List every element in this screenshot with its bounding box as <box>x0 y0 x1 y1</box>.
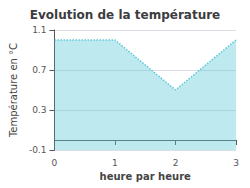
svg-text:heure par heure: heure par heure <box>100 171 191 182</box>
svg-text:0.7: 0.7 <box>32 65 46 75</box>
svg-text:1: 1 <box>112 158 118 168</box>
svg-text:-0.1: -0.1 <box>29 145 47 155</box>
svg-text:Température en °C: Température en °C <box>8 43 19 138</box>
svg-text:Evolution de la température: Evolution de la température <box>30 8 221 22</box>
svg-text:2: 2 <box>173 158 179 168</box>
svg-text:0: 0 <box>52 158 58 168</box>
svg-text:0.3: 0.3 <box>32 105 46 115</box>
svg-text:3: 3 <box>233 158 239 168</box>
svg-text:1.1: 1.1 <box>32 25 46 35</box>
